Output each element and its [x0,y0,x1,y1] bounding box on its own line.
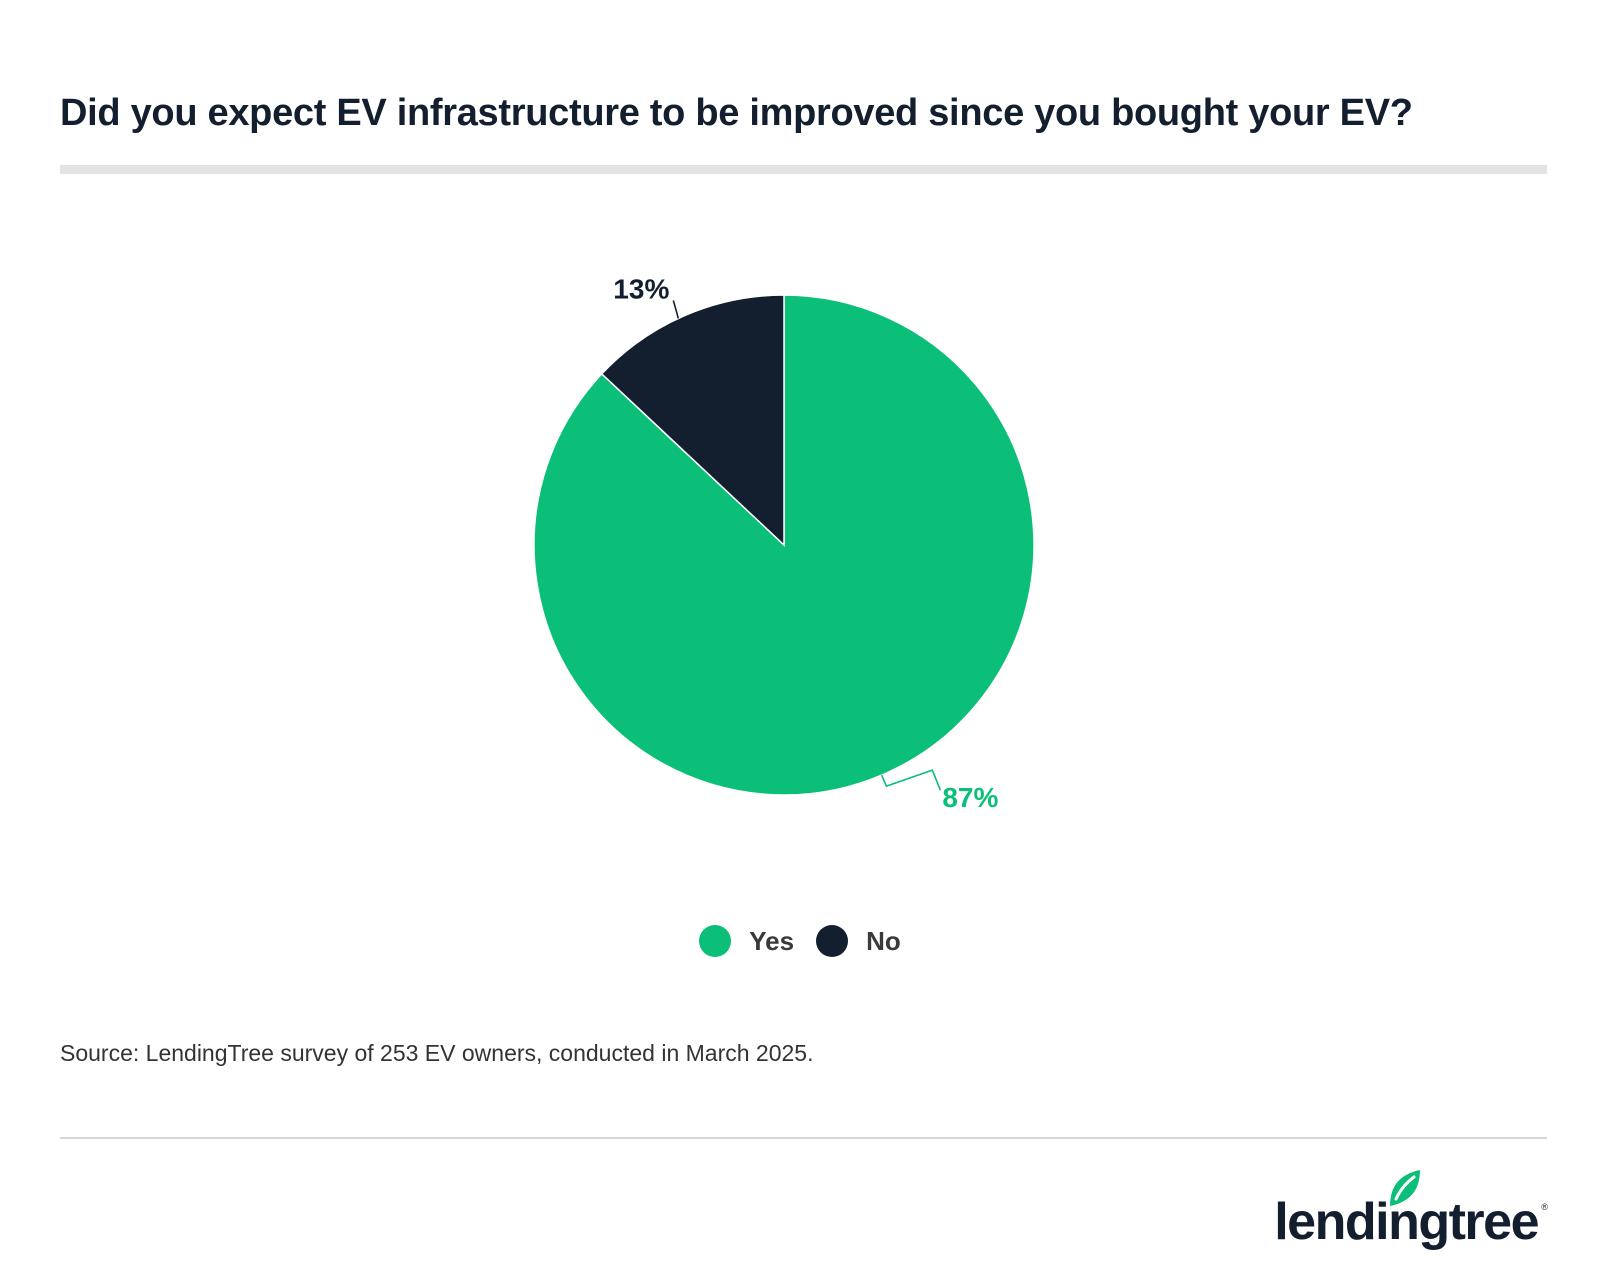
legend-swatch-yes [699,925,732,957]
pie-label-group-yes: 87% [880,769,999,813]
title-divider [60,165,1547,174]
leader-line-no [672,300,680,319]
legend-swatch-no [816,925,849,957]
legend-label-no: No [866,925,901,956]
lendingtree-logo: lendingtree ® [1274,1168,1548,1252]
logo-wordmark: lendingtree [1274,1193,1539,1251]
chart-legend: Yes No [0,925,1600,957]
data-label-yes: 87% [942,782,998,813]
data-label-no: 13% [613,273,669,304]
chart-title: Did you expect EV infrastructure to be i… [60,92,1413,134]
leaf-icon [1390,1170,1420,1206]
logo-registered-mark: ® [1541,1202,1548,1212]
pie-label-group-no: 13% [613,273,680,319]
legend-item-no: No [816,925,901,957]
legend-item-yes: Yes [699,925,794,957]
footer-divider [60,1137,1547,1139]
pie-slice-no [600,294,785,547]
legend-label-yes: Yes [749,925,795,956]
leader-line-yes [880,769,942,791]
source-note: Source: LendingTree survey of 253 EV own… [60,1040,814,1066]
